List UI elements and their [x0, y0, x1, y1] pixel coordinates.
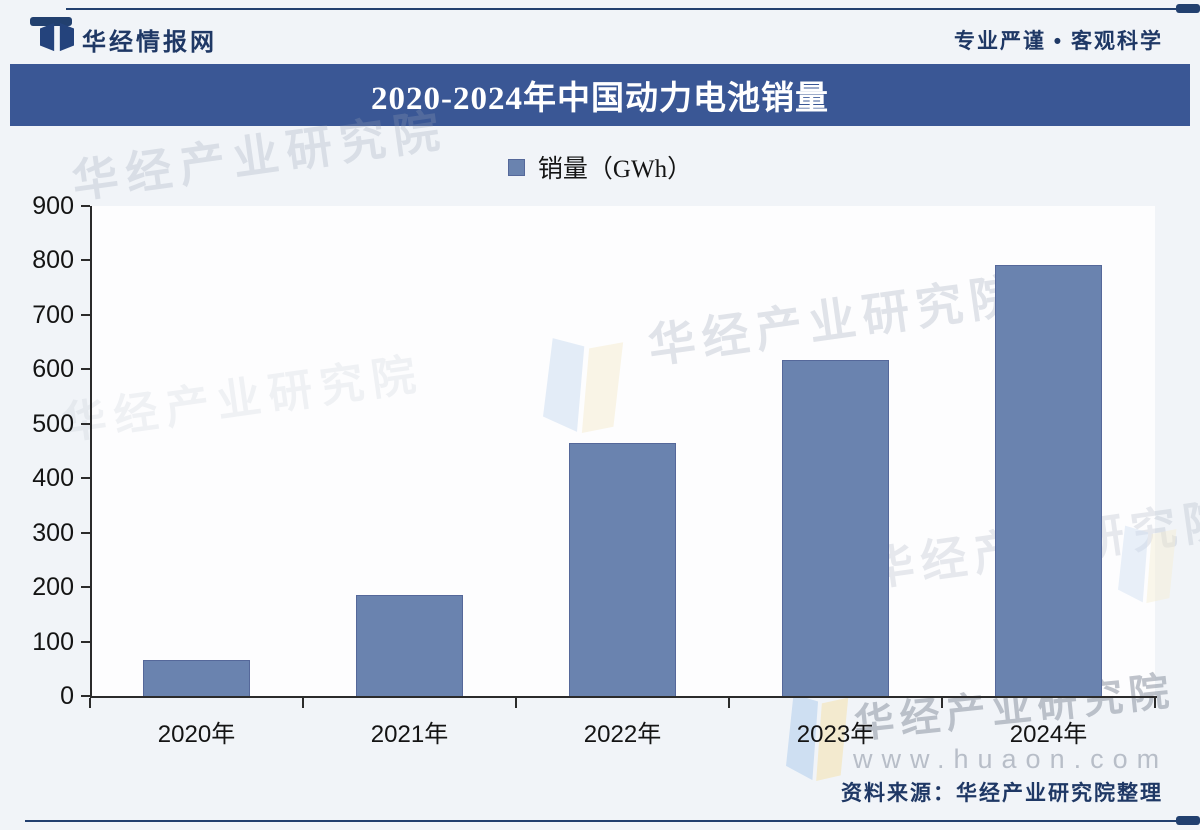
x-axis-tick — [515, 698, 517, 708]
bar-2021年 — [356, 594, 463, 696]
x-axis-category-label: 2020年 — [157, 721, 236, 748]
header-rule-left-cap — [30, 17, 72, 26]
x-axis-category-label: 2022年 — [583, 721, 662, 748]
legend: 销量（GWh） — [0, 149, 1200, 185]
y-axis-tick — [81, 205, 90, 207]
y-axis-line — [90, 206, 92, 698]
y-axis-tick-label: 600 — [32, 355, 74, 384]
bar-2024年 — [995, 265, 1102, 696]
x-axis-tick — [89, 698, 91, 708]
y-axis-tick-label: 700 — [32, 300, 74, 329]
y-axis-tick — [81, 259, 90, 262]
y-axis-tick-label: 100 — [32, 627, 74, 656]
y-axis-tick — [81, 477, 90, 480]
x-axis-category-label: 2023年 — [796, 721, 875, 748]
footer-rule-right-cap — [1176, 816, 1200, 825]
y-axis-tick-label: 0 — [60, 682, 74, 710]
bar-2023年 — [782, 360, 889, 696]
brand-slogan: 专业严谨 • 客观科学 — [953, 30, 1163, 53]
plot-area: 0 100 200 300 400 500 600 700 800 900 2020年 2021年 20… — [32, 192, 1157, 748]
y-axis-tick-label: 200 — [32, 573, 74, 602]
x-axis-tick — [302, 698, 304, 708]
y-axis-tick — [81, 695, 90, 697]
y-axis-tick — [81, 368, 90, 371]
x-axis-category-label: 2024年 — [1009, 721, 1088, 748]
data-source: 资料来源：华经产业研究院整理 — [841, 782, 1163, 805]
y-axis-tick — [81, 586, 90, 589]
y-axis-tick-label: 400 — [32, 464, 74, 493]
title-bar: 2020-2024年中国动力电池销量 — [10, 64, 1190, 126]
y-axis-tick — [81, 531, 90, 534]
chart-title: 2020-2024年中国动力电池销量 — [371, 81, 829, 117]
y-axis-tick — [81, 313, 90, 316]
y-axis-tick-label: 500 — [32, 409, 74, 438]
y-axis-tick-label: 800 — [32, 246, 74, 275]
footer-rule-line — [25, 820, 1177, 822]
x-axis-tick — [941, 698, 943, 708]
header-rule-right-cap — [1176, 4, 1200, 13]
legend-label: 销量（GWh） — [537, 156, 693, 183]
legend-swatch — [507, 158, 525, 176]
y-axis-tick — [81, 640, 90, 643]
bar-2020年 — [143, 660, 250, 696]
x-axis-line — [90, 696, 1157, 698]
x-axis-tick — [728, 698, 730, 708]
x-axis-category-label: 2021年 — [370, 721, 449, 748]
y-axis-tick — [81, 422, 90, 425]
open-book-logo-icon — [40, 22, 74, 52]
header-rule-line — [66, 8, 1178, 10]
x-axis-tick — [1154, 698, 1156, 708]
y-axis-tick-label: 900 — [32, 192, 74, 220]
bar-2022年 — [569, 442, 676, 696]
brand-name: 华经情报网 — [82, 29, 217, 56]
y-axis-tick-label: 300 — [32, 518, 74, 547]
